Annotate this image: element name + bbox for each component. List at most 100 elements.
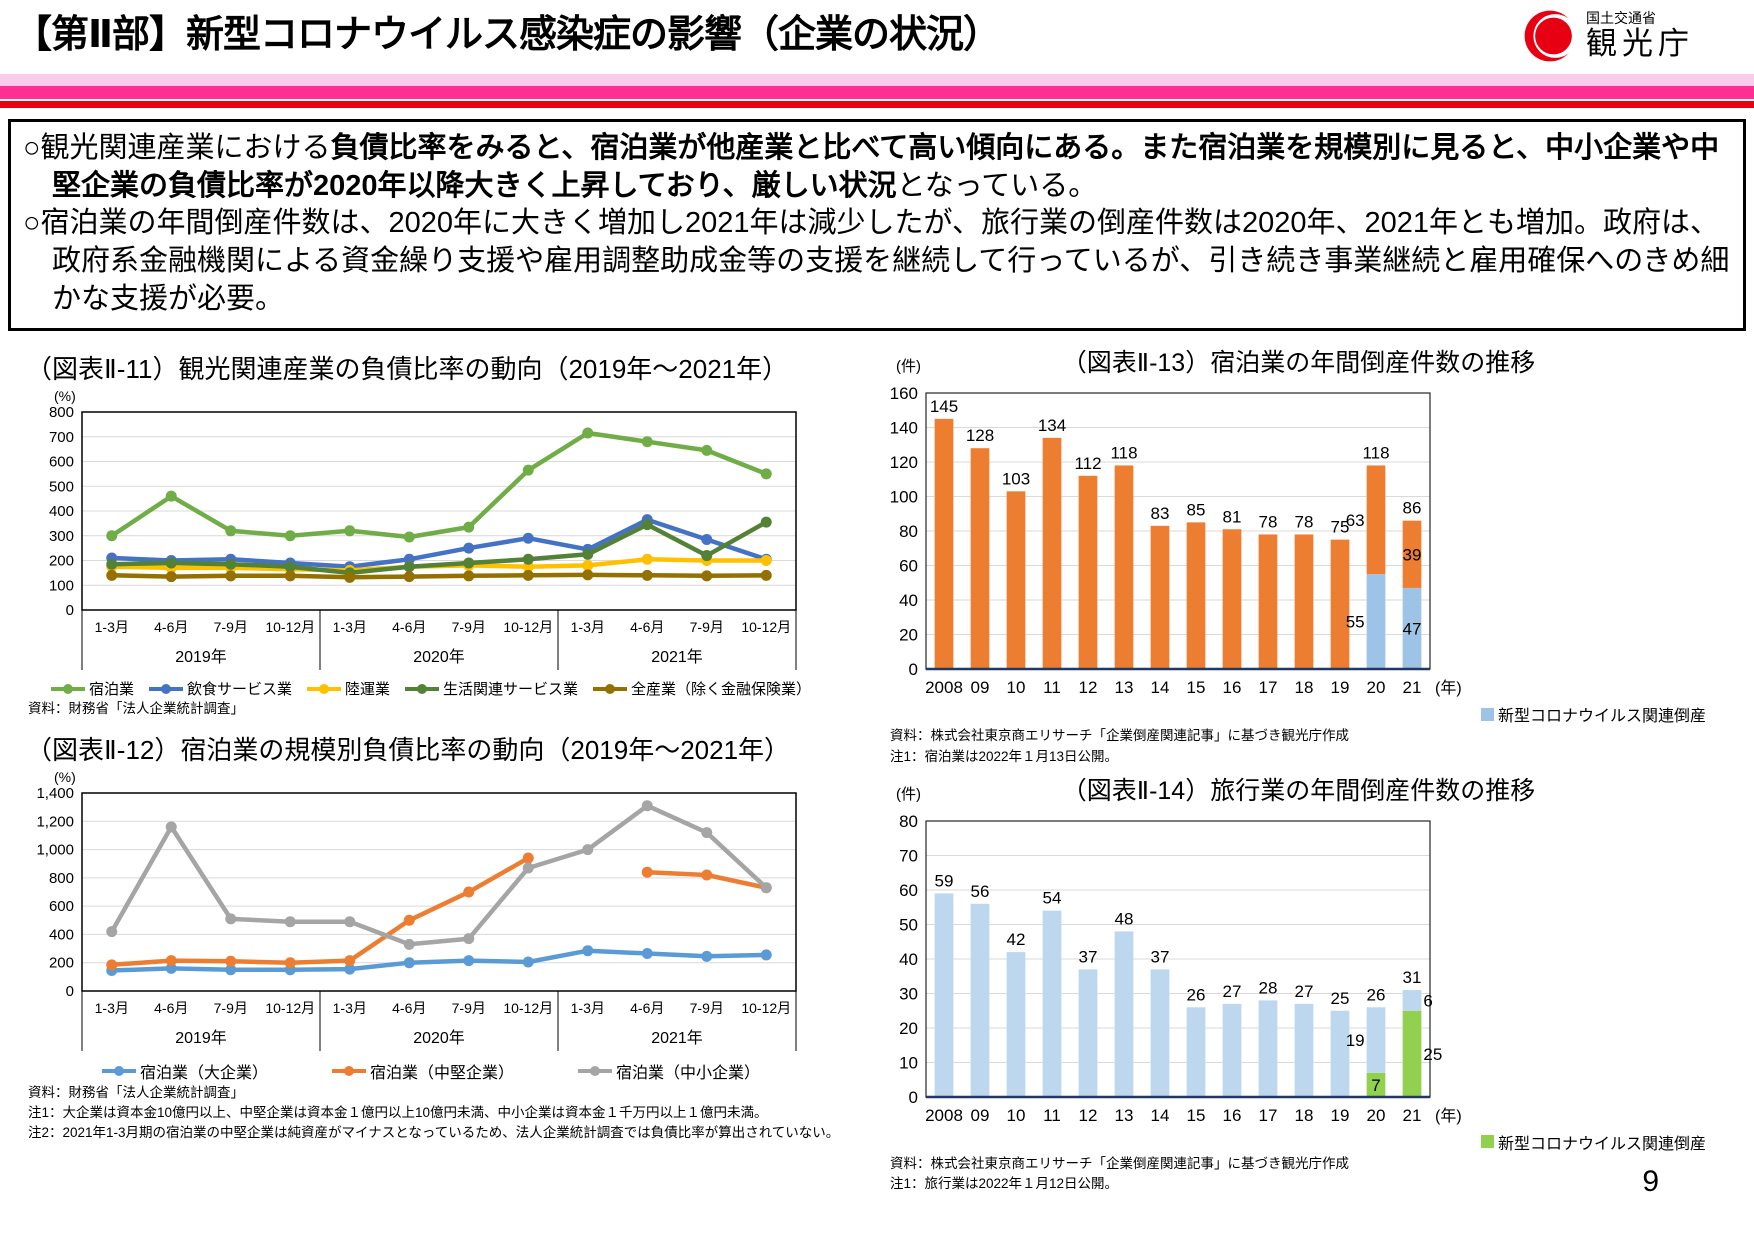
legend-line-marker-icon xyxy=(101,1065,136,1076)
fig11-unit-label: (%) xyxy=(54,388,76,405)
svg-text:20: 20 xyxy=(899,1019,918,1038)
svg-text:4-6月: 4-6月 xyxy=(154,1000,188,1016)
svg-text:4-6月: 4-6月 xyxy=(630,1000,664,1016)
svg-text:11: 11 xyxy=(1043,1106,1061,1125)
svg-text:800: 800 xyxy=(49,404,74,421)
svg-text:56: 56 xyxy=(971,882,990,901)
svg-text:4-6月: 4-6月 xyxy=(392,1000,426,1016)
svg-text:100: 100 xyxy=(49,578,74,595)
svg-text:42: 42 xyxy=(1007,930,1026,949)
legend-label: 全産業（除く金融保険業） xyxy=(631,681,812,699)
page-title: 【第Ⅱ部】新型コロナウイルス感染症の影響（企業の状況） xyxy=(14,14,1001,56)
fig13-block: (件) （図表Ⅱ-13）宿泊業の年間倒産件数の推移 0 20 40 60 80 100 12… xyxy=(870,343,1746,767)
fig11-legend: 宿泊業 飲食サービス業 陸運業 生活関連サービス業 全産業（除く金融保険業） xyxy=(8,678,854,699)
svg-text:4-6月: 4-6月 xyxy=(154,619,188,635)
svg-text:400: 400 xyxy=(49,503,74,520)
svg-text:0: 0 xyxy=(909,660,918,679)
svg-text:(年): (年) xyxy=(1435,679,1462,697)
svg-text:31: 31 xyxy=(1403,968,1422,987)
svg-text:112: 112 xyxy=(1074,454,1101,473)
fig12-note-1: 注1：大企業は資本金10億円以上、中堅企業は資本金１億円以上10億円未満、中小企… xyxy=(28,1104,768,1120)
left-column: （図表Ⅱ-11）観光関連産業の負債比率の動向（2019年～2021年） (%) … xyxy=(8,339,854,1198)
svg-text:2021年: 2021年 xyxy=(651,1029,703,1047)
legend-square-icon xyxy=(1480,1135,1494,1149)
legend-label: 陸運業 xyxy=(344,681,390,699)
svg-text:1-3月: 1-3月 xyxy=(571,619,605,635)
svg-text:400: 400 xyxy=(49,926,74,943)
legend-line-marker-icon xyxy=(306,683,341,694)
svg-text:800: 800 xyxy=(49,870,74,887)
svg-text:20: 20 xyxy=(1367,678,1386,697)
legend-item-4: 全産業（除く金融保険業） xyxy=(593,678,811,699)
fig11-title: （図表Ⅱ-11）観光関連産業の負債比率の動向（2019年～2021年） xyxy=(26,354,789,385)
svg-text:70: 70 xyxy=(899,846,918,865)
jta-logo-icon xyxy=(1524,10,1578,62)
logo-ministry-label: 国土交通省 xyxy=(1586,10,1656,27)
svg-text:1-3月: 1-3月 xyxy=(333,1000,367,1016)
svg-text:1-3月: 1-3月 xyxy=(333,619,367,635)
legend-line-marker-icon xyxy=(405,683,439,694)
svg-text:19: 19 xyxy=(1331,678,1350,697)
svg-text:2008: 2008 xyxy=(925,678,963,697)
legend-item-2: 陸運業 xyxy=(306,678,390,699)
svg-text:59: 59 xyxy=(935,871,954,890)
fig14-legend: 新型コロナウイルス関連倒産 xyxy=(870,1130,1706,1154)
svg-text:0: 0 xyxy=(909,1088,918,1107)
svg-text:10-12月: 10-12月 xyxy=(741,1000,791,1016)
bullet-marker: ○ xyxy=(23,132,41,164)
svg-text:14: 14 xyxy=(1151,678,1170,697)
svg-text:134: 134 xyxy=(1038,416,1066,435)
svg-text:17: 17 xyxy=(1259,678,1278,697)
svg-text:7-9月: 7-9月 xyxy=(452,619,486,635)
header-stripe-red xyxy=(0,101,1754,108)
svg-text:75: 75 xyxy=(1331,518,1350,537)
legend-label: 宿泊業（中堅企業） xyxy=(369,1064,514,1082)
svg-text:600: 600 xyxy=(49,898,74,915)
svg-text:39: 39 xyxy=(1403,546,1422,565)
legend-line-marker-icon xyxy=(148,683,183,694)
svg-text:18: 18 xyxy=(1295,678,1314,697)
svg-text:0: 0 xyxy=(66,983,74,1000)
fig14-unit-label: (件) xyxy=(896,785,921,803)
svg-text:2020年: 2020年 xyxy=(413,1029,465,1047)
svg-text:200: 200 xyxy=(49,954,74,971)
svg-text:80: 80 xyxy=(899,812,918,831)
legend-item-1: 飲食サービス業 xyxy=(148,678,292,699)
svg-text:28: 28 xyxy=(1259,978,1278,997)
svg-text:7-9月: 7-9月 xyxy=(690,619,724,635)
svg-text:600: 600 xyxy=(49,454,74,471)
legend-square-icon xyxy=(1480,707,1494,721)
fig11-line-chart: 0 100 200 300 400 500 600 700 800 1-3月 4-6月 7-9月 10-… xyxy=(49,404,797,671)
fig13-title: （図表Ⅱ-13）宿泊業の年間倒産件数の推移 xyxy=(1061,349,1536,378)
summary-bullet-2: ○宿泊業の年間倒産件数は、2020年に大きく増加し2021年は減少したが、旅行業… xyxy=(23,207,1730,315)
legend-item-2: 宿泊業（中小企業） xyxy=(578,1059,760,1083)
fig14-source: 資料：株式会社東京商エリサーチ「企業倒産関連記事」に基づき観光庁作成 xyxy=(890,1155,1349,1171)
svg-text:100: 100 xyxy=(890,488,918,507)
legend-item-0: 宿泊業（大企業） xyxy=(101,1059,268,1083)
svg-text:200: 200 xyxy=(49,553,74,570)
page-number: 9 xyxy=(1642,1165,1659,1198)
fig13-note-1: 注1：宿泊業は2022年１月13日公開。 xyxy=(890,748,1119,764)
svg-text:15: 15 xyxy=(1187,678,1206,697)
fig14-bar-chart: 0 10 20 30 40 50 60 70 80 59 2008 56 09 42 10 54 11 37 12 4… xyxy=(899,812,1462,1125)
logo-agency-label: 観光庁 xyxy=(1586,25,1694,61)
svg-text:86: 86 xyxy=(1403,499,1422,518)
svg-text:10: 10 xyxy=(899,1053,918,1072)
svg-text:13: 13 xyxy=(1115,678,1134,697)
svg-text:1,200: 1,200 xyxy=(36,813,74,830)
svg-text:63: 63 xyxy=(1346,511,1365,530)
svg-text:19: 19 xyxy=(1346,1031,1365,1050)
fig12-line-chart: 0 200 400 600 800 1,000 1,200 1,400 1-3月 4-6月 7-9月… xyxy=(36,785,797,1051)
fig12-unit-label: (%) xyxy=(54,768,76,785)
fig12-title: （図表Ⅱ-12）宿泊業の規模別負債比率の動向（2019年～2021年） xyxy=(26,734,791,765)
svg-text:0: 0 xyxy=(66,602,74,619)
svg-text:2019年: 2019年 xyxy=(175,648,227,666)
summary-bullet-1: ○観光関連産業における負債比率をみると、宿泊業が他産業と比べて高い傾向にある。ま… xyxy=(23,132,1720,202)
svg-text:16: 16 xyxy=(1223,678,1242,697)
legend-line-marker-icon xyxy=(593,683,628,694)
svg-text:11: 11 xyxy=(1043,678,1061,697)
svg-text:20: 20 xyxy=(899,626,918,645)
fig13-unit-label: (件) xyxy=(896,358,921,376)
summary-box: ○観光関連産業における負債比率をみると、宿泊業が他産業と比べて高い傾向にある。ま… xyxy=(8,119,1746,332)
fig12-legend: 宿泊業（大企業） 宿泊業（中堅企業） 宿泊業（中小企業） xyxy=(8,1059,854,1083)
